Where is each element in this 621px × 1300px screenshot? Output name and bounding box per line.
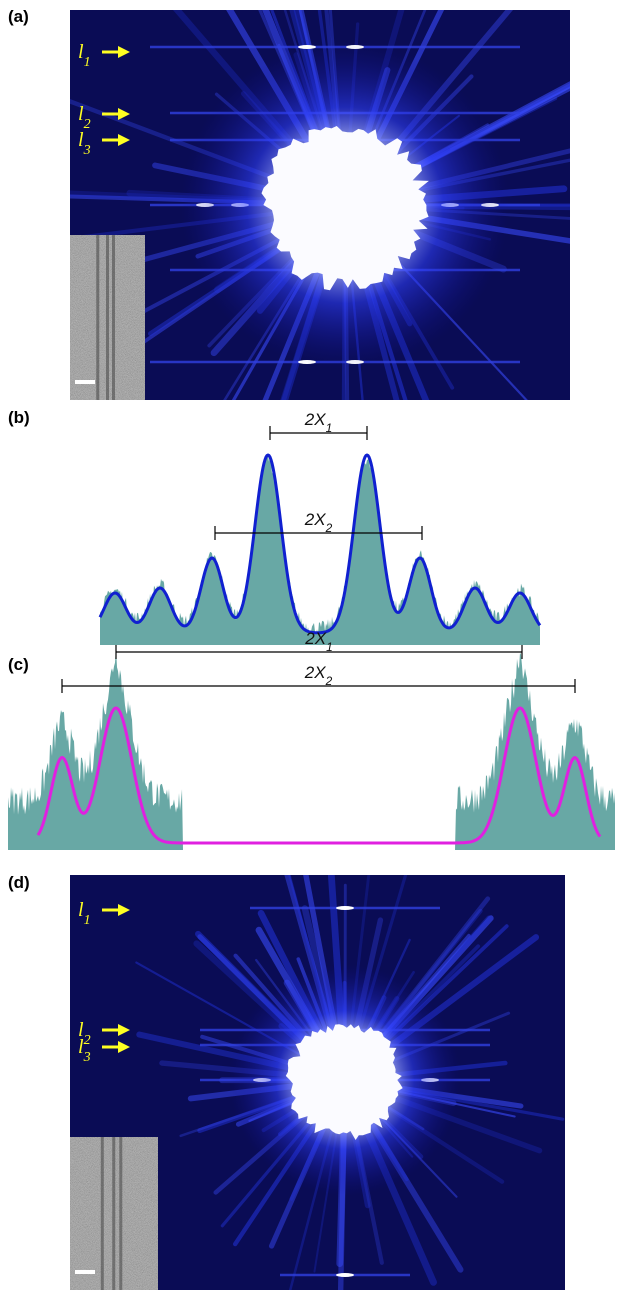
measure-label-main: 2X	[304, 629, 326, 648]
measure-label-main: 2X	[304, 510, 326, 529]
measure-label-sub: 2	[325, 521, 333, 535]
arrow-head	[118, 134, 130, 146]
reflection	[336, 1273, 354, 1277]
inset-filament	[112, 1137, 116, 1290]
layer-label-main: l	[78, 1036, 84, 1058]
layer-label: l2	[78, 1019, 91, 1048]
fit-curve	[36, 706, 602, 845]
layer-label-main: l	[78, 103, 84, 125]
layer-label: l1	[78, 41, 91, 70]
layer-label-main: l	[78, 1019, 84, 1041]
measure-label: 2X2	[304, 510, 333, 535]
layer-label: l3	[78, 1036, 91, 1065]
central-spot	[285, 1024, 403, 1140]
measure-label-main: 2X	[304, 410, 326, 429]
inset-filament	[112, 235, 115, 400]
layer-label-sub: 2	[84, 1033, 91, 1048]
measured-profile	[8, 648, 615, 850]
arrow-head	[118, 46, 130, 58]
diffraction-image	[70, 875, 565, 1290]
arrow-head	[118, 904, 130, 916]
inset-filament	[100, 1137, 104, 1290]
arrow-head	[118, 108, 130, 120]
inset-filament	[106, 235, 109, 400]
layer-label-main: l	[78, 899, 84, 921]
panel-label: (b)	[8, 408, 30, 427]
layer-label-sub: 1	[84, 55, 91, 70]
fit-curve	[98, 453, 542, 635]
diffraction-image	[70, 10, 570, 400]
measure-label-sub: 1	[326, 421, 333, 435]
measured-profile	[100, 455, 540, 645]
layer-label: l3	[78, 129, 91, 158]
panel-label: (c)	[8, 655, 29, 674]
panel-label: (d)	[8, 873, 30, 892]
scale-bar	[75, 1270, 95, 1274]
reflection	[336, 906, 354, 910]
arrow-head	[118, 1041, 130, 1053]
central-spot	[261, 126, 429, 291]
arrow-head	[118, 1024, 130, 1036]
layer-label-main: l	[78, 129, 84, 151]
layer-label: l1	[78, 899, 91, 928]
measure-label: 2X1	[304, 410, 332, 435]
measure-label-sub: 2	[325, 674, 333, 688]
measure-label: 2X2	[304, 663, 333, 688]
layer-label-main: l	[78, 41, 84, 63]
measure-label-main: 2X	[304, 663, 326, 682]
layer-label: l2	[78, 103, 91, 132]
panel-label: (a)	[8, 7, 29, 26]
inset-filament	[96, 235, 100, 400]
inset-filament	[119, 1137, 123, 1290]
layer-label-sub: 2	[84, 117, 91, 132]
measure-label-sub: 1	[326, 640, 333, 654]
layer-label-sub: 1	[84, 913, 91, 928]
layer-label-sub: 3	[83, 143, 91, 158]
layer-label-sub: 3	[83, 1050, 91, 1065]
measure-label: 2X1	[304, 629, 332, 654]
scale-bar	[75, 380, 95, 384]
